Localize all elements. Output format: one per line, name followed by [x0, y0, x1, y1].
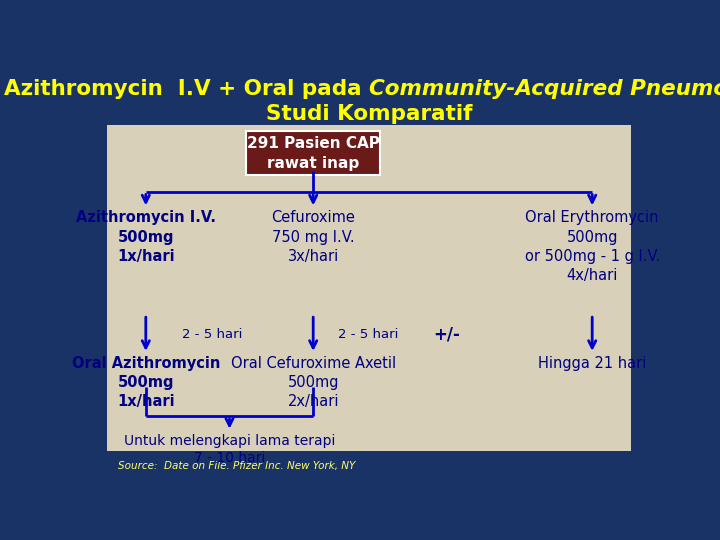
Text: Cefuroxime
750 mg I.V.
3x/hari: Cefuroxime 750 mg I.V. 3x/hari: [271, 210, 355, 264]
Text: Oral Erythromycin
500mg
or 500mg - 1 g I.V.
4x/hari: Oral Erythromycin 500mg or 500mg - 1 g I…: [524, 210, 660, 283]
Text: Oral Azithromycin
500mg
1x/hari: Oral Azithromycin 500mg 1x/hari: [71, 356, 220, 409]
FancyBboxPatch shape: [107, 125, 631, 451]
Text: Studi Komparatif: Studi Komparatif: [266, 104, 472, 124]
FancyBboxPatch shape: [246, 131, 380, 175]
Text: Azithromycin  I.V + Oral pada: Azithromycin I.V + Oral pada: [4, 79, 369, 99]
Text: Oral Cefuroxime Axetil
500mg
2x/hari: Oral Cefuroxime Axetil 500mg 2x/hari: [230, 356, 396, 409]
Text: Source:  Date on File. Pfizer Inc. New York, NY: Source: Date on File. Pfizer Inc. New Yo…: [118, 461, 355, 471]
Text: 291 Pasien CAP
rawat inap: 291 Pasien CAP rawat inap: [247, 136, 379, 171]
Text: +/-: +/-: [433, 325, 461, 343]
Text: Community-Acquired Pneumonia:: Community-Acquired Pneumonia:: [369, 79, 720, 99]
Text: 2 - 5 hari: 2 - 5 hari: [182, 328, 243, 341]
Text: Azithromycin I.V.
500mg
1x/hari: Azithromycin I.V. 500mg 1x/hari: [76, 210, 216, 264]
Text: Untuk melengkapi lama terapi
7 - 10 hari: Untuk melengkapi lama terapi 7 - 10 hari: [124, 434, 336, 465]
Text: Hingga 21 hari: Hingga 21 hari: [538, 356, 647, 371]
Text: 2 - 5 hari: 2 - 5 hari: [338, 328, 399, 341]
